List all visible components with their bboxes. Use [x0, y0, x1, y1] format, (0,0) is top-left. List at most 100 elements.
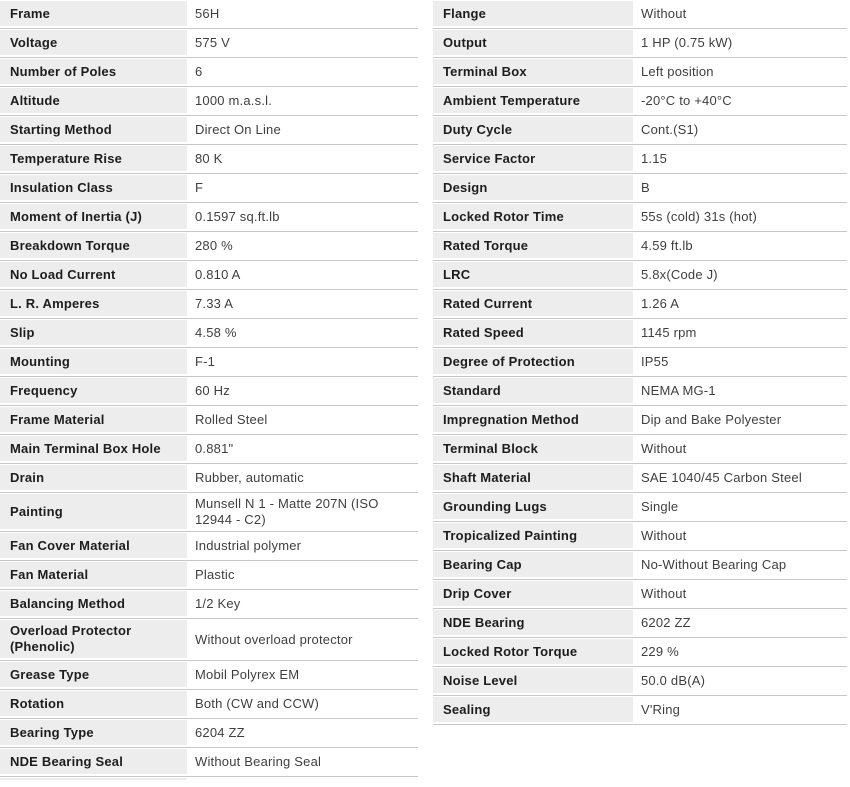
- spec-label: Number of Poles: [0, 59, 187, 84]
- spec-label: Rated Speed: [433, 320, 633, 345]
- spec-label: L. R. Amperes: [0, 291, 187, 316]
- spec-label: Grease Type: [0, 662, 187, 687]
- spec-value: IP55: [641, 354, 669, 369]
- spec-row: Rotation Both (CW and CCW): [0, 690, 418, 719]
- spec-row: Rated Torque 4.59 ft.lb: [433, 232, 847, 261]
- spec-row: Fan Material Plastic: [0, 561, 418, 590]
- spec-label: Locked Rotor Time: [433, 204, 633, 229]
- spec-value: 6204 ZZ: [195, 725, 245, 740]
- spec-table-left-column: Frame 56H Voltage 575 V Number of Poles …: [0, 0, 418, 780]
- spec-value: Without: [641, 441, 687, 456]
- spec-value: 60 Hz: [195, 383, 230, 398]
- spec-value: 575 V: [195, 35, 230, 50]
- spec-row: Starting Method Direct On Line: [0, 116, 418, 145]
- spec-value: 0.881": [195, 441, 234, 456]
- spec-value: Without: [641, 6, 687, 21]
- spec-row: Moment of Inertia (J) 0.1597 sq.ft.lb: [0, 203, 418, 232]
- spec-row: Insulation Class F: [0, 174, 418, 203]
- spec-label: Fan Material: [0, 562, 187, 587]
- spec-row: Altitude 1000 m.a.s.l.: [0, 87, 418, 116]
- spec-value: Plastic: [195, 567, 235, 582]
- spec-value: 4.59 ft.lb: [641, 238, 693, 253]
- spec-value: Rubber, automatic: [195, 470, 304, 485]
- spec-label: Rated Current: [433, 291, 633, 316]
- spec-row: NDE Bearing Seal Without Bearing Seal: [0, 748, 418, 777]
- spec-value: 1000 m.a.s.l.: [195, 93, 273, 108]
- spec-label: Fan Cover Material: [0, 533, 187, 558]
- spec-row: Locked Rotor Time 55s (cold) 31s (hot): [433, 203, 847, 232]
- spec-value: 1/2 Key: [195, 596, 241, 611]
- spec-label: Frequency: [0, 378, 187, 403]
- spec-row: Slip 4.58 %: [0, 319, 418, 348]
- spec-label: Output: [433, 30, 633, 55]
- spec-row: Flange Without: [433, 0, 847, 29]
- spec-value: -20°C to +40°C: [641, 93, 732, 108]
- spec-value: V'Ring: [641, 702, 681, 717]
- spec-row: Output 1 HP (0.75 kW): [433, 29, 847, 58]
- partial-row-cutoff: [0, 777, 418, 780]
- spec-row: Service Factor 1.15: [433, 145, 847, 174]
- spec-label: Tropicalized Painting: [433, 523, 633, 548]
- spec-label: Service Factor: [433, 146, 633, 171]
- spec-row: Bearing Cap No-Without Bearing Cap: [433, 551, 847, 580]
- spec-value: SAE 1040/45 Carbon Steel: [641, 470, 802, 485]
- spec-row: No Load Current 0.810 A: [0, 261, 418, 290]
- spec-row: Terminal Box Left position: [433, 58, 847, 87]
- spec-label: Locked Rotor Torque: [433, 639, 633, 664]
- spec-value: 50.0 dB(A): [641, 673, 706, 688]
- partial-row-label-cell: [0, 778, 187, 780]
- spec-value: Left position: [641, 64, 714, 79]
- spec-value: 55s (cold) 31s (hot): [641, 209, 757, 224]
- spec-value: 0.1597 sq.ft.lb: [195, 209, 280, 224]
- spec-row: Overload Protector (Phenolic) Without ov…: [0, 619, 418, 661]
- spec-value: F: [195, 180, 204, 195]
- spec-label: Flange: [433, 1, 633, 26]
- spec-label: Noise Level: [433, 668, 633, 693]
- spec-value: Rolled Steel: [195, 412, 268, 427]
- spec-label: Degree of Protection: [433, 349, 633, 374]
- spec-label: Bearing Cap: [433, 552, 633, 577]
- spec-label: Bearing Type: [0, 720, 187, 745]
- spec-value: Without overload protector: [195, 631, 353, 647]
- spec-label: Main Terminal Box Hole: [0, 436, 187, 461]
- spec-label: Temperature Rise: [0, 146, 187, 171]
- spec-label: Overload Protector (Phenolic): [0, 620, 187, 658]
- spec-value: 4.58 %: [195, 325, 237, 340]
- spec-row: L. R. Amperes 7.33 A: [0, 290, 418, 319]
- spec-value: 56H: [195, 6, 220, 21]
- spec-row: Grounding Lugs Single: [433, 493, 847, 522]
- spec-row: Ambient Temperature -20°C to +40°C: [433, 87, 847, 116]
- spec-row: Frame 56H: [0, 0, 418, 29]
- spec-label: Sealing: [433, 697, 633, 722]
- spec-label: Terminal Block: [433, 436, 633, 461]
- spec-label: Design: [433, 175, 633, 200]
- spec-label: Moment of Inertia (J): [0, 204, 187, 229]
- spec-value: Both (CW and CCW): [195, 696, 320, 711]
- spec-table-left: Frame 56H Voltage 575 V Number of Poles …: [0, 0, 418, 777]
- spec-label: Drip Cover: [433, 581, 633, 606]
- spec-value: 6: [195, 64, 203, 79]
- spec-value: Without: [641, 586, 687, 601]
- spec-row: Temperature Rise 80 K: [0, 145, 418, 174]
- spec-row: Design B: [433, 174, 847, 203]
- spec-row: Locked Rotor Torque 229 %: [433, 638, 847, 667]
- spec-value: Dip and Bake Polyester: [641, 412, 782, 427]
- spec-row: Breakdown Torque 280 %: [0, 232, 418, 261]
- spec-row: Tropicalized Painting Without: [433, 522, 847, 551]
- spec-value: 1.26 A: [641, 296, 680, 311]
- spec-label: Duty Cycle: [433, 117, 633, 142]
- spec-label: Rated Torque: [433, 233, 633, 258]
- spec-row: Main Terminal Box Hole 0.881": [0, 435, 418, 464]
- spec-value: 6202 ZZ: [641, 615, 691, 630]
- spec-table-right-column: Flange Without Output 1 HP (0.75 kW) Ter…: [433, 0, 847, 725]
- spec-label: Standard: [433, 378, 633, 403]
- spec-value: Without: [641, 528, 687, 543]
- spec-row: Shaft Material SAE 1040/45 Carbon Steel: [433, 464, 847, 493]
- spec-row: Drain Rubber, automatic: [0, 464, 418, 493]
- spec-row: Grease Type Mobil Polyrex EM: [0, 661, 418, 690]
- spec-row: Bearing Type 6204 ZZ: [0, 719, 418, 748]
- spec-row: Drip Cover Without: [433, 580, 847, 609]
- spec-label: Frame Material: [0, 407, 187, 432]
- spec-label: Impregnation Method: [433, 407, 633, 432]
